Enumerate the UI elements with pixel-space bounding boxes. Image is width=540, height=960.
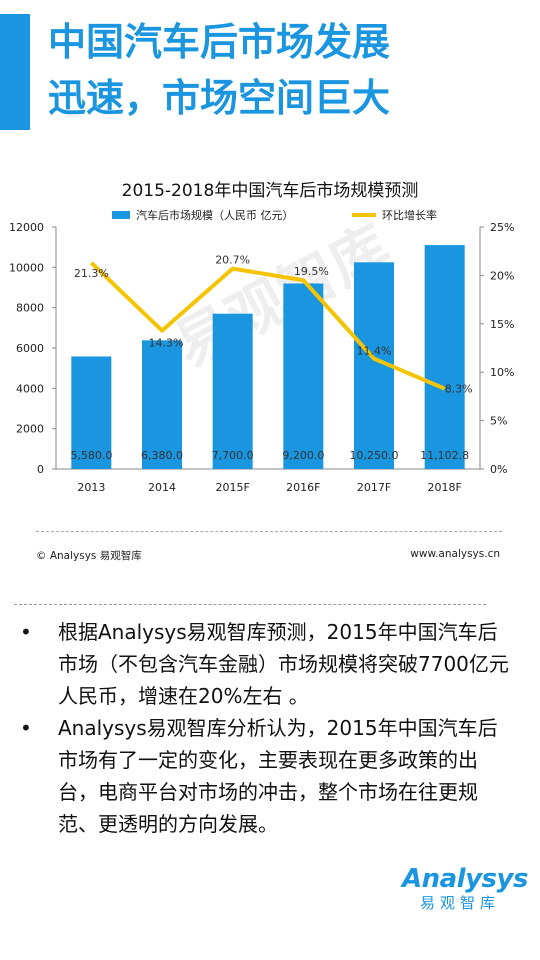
chart-canvas: 汽车后市场规模（人民币 亿元） 环比增长率 0 2000 4000 6000 8000 100… <box>9 208 514 494</box>
legend-bar-label: 汽车后市场规模（人民币 亿元） <box>136 208 294 222</box>
y-right-tick-label: 5% <box>490 415 507 428</box>
analysys-logo: Analysys 易观智库 <box>402 864 532 913</box>
x-tick-label: 2014 <box>148 481 176 494</box>
bar-2016F <box>283 283 324 469</box>
source-right: www.analysys.cn <box>410 548 500 560</box>
x-tick-label: 2017F <box>357 481 391 494</box>
bar-value-label: 11,102.8 <box>420 449 469 462</box>
chart-divider <box>36 531 502 532</box>
page-title-line1: 中国汽车后市场发展 <box>48 20 391 64</box>
bullet-text: Analysys易观智库分析认为，2015年中国汽车后市场有了一定的变化，主要表… <box>58 716 498 836</box>
y-left-tick-label: 0 <box>37 463 44 476</box>
growth-line <box>89 261 446 391</box>
bar-value-label: 9,200.0 <box>282 449 324 462</box>
bullet-item: • 根据Analysys易观智库预测，2015年中国汽车后市场（不包含汽车金融）… <box>18 616 512 712</box>
title-accent-bar <box>0 14 30 130</box>
bullet-text: 根据Analysys易观智库预测，2015年中国汽车后市场（不包含汽车金融）市场… <box>58 620 509 708</box>
page-title: 中国汽车后市场发展 迅速，市场空间巨大 <box>48 14 528 126</box>
y-left-tick-label: 6000 <box>16 342 44 355</box>
section-divider <box>14 604 486 605</box>
source-left: © Analysys 易观智库 <box>36 550 142 562</box>
bullet-dot: • <box>20 716 32 740</box>
legend-bar-swatch <box>112 211 130 219</box>
line-value-label: 19.5% <box>294 265 329 278</box>
page-title-line2: 迅速，市场空间巨大 <box>48 76 391 120</box>
y-right-tick-label: 15% <box>490 318 514 331</box>
y-left-tick-label: 12000 <box>9 221 44 234</box>
line-value-label: 8.3% <box>445 383 473 396</box>
line-value-label: 20.7% <box>215 254 250 267</box>
y-right-tick-label: 10% <box>490 366 514 379</box>
y-left-tick-label: 2000 <box>16 423 44 436</box>
x-tick-label: 2013 <box>77 481 105 494</box>
y-right-tick-label: 20% <box>490 269 514 282</box>
y-right-tick-label: 0% <box>490 463 507 476</box>
y-right-tick-label: 25% <box>490 221 514 234</box>
bar-value-label: 5,580.0 <box>70 449 112 462</box>
bar-value-label: 10,250.0 <box>350 449 399 462</box>
bullet-list: • 根据Analysys易观智库预测，2015年中国汽车后市场（不包含汽车金融）… <box>18 616 512 840</box>
line-value-label: 21.3% <box>74 267 109 280</box>
bar-value-label: 6,380.0 <box>141 449 183 462</box>
logo-wordmark: Analysys <box>402 864 528 894</box>
bar-value-label: 7,700.0 <box>212 449 254 462</box>
y-left-tick-label: 10000 <box>9 261 44 274</box>
bullet-dot: • <box>20 620 32 644</box>
bar-2015F <box>212 313 253 469</box>
x-tick-label: 2016F <box>286 481 320 494</box>
legend-line-label: 环比增长率 <box>382 208 437 222</box>
x-tick-label: 2018F <box>428 481 462 494</box>
chart-title: 2015-2018年中国汽车后市场规模预测 <box>121 181 419 201</box>
bullet-item: • Analysys易观智库分析认为，2015年中国汽车后市场有了一定的变化，主… <box>18 712 512 840</box>
y-left-tick-label: 4000 <box>16 382 44 395</box>
line-value-label: 11.4% <box>357 345 392 358</box>
logo-subtitle: 易观智库 <box>420 894 501 912</box>
bar-2018F <box>424 245 465 469</box>
line-value-label: 14.3% <box>149 337 184 350</box>
y-left-tick-label: 8000 <box>16 302 44 315</box>
bar-2013 <box>71 356 112 469</box>
x-tick-label: 2015F <box>216 481 250 494</box>
bar-2014 <box>142 340 182 469</box>
